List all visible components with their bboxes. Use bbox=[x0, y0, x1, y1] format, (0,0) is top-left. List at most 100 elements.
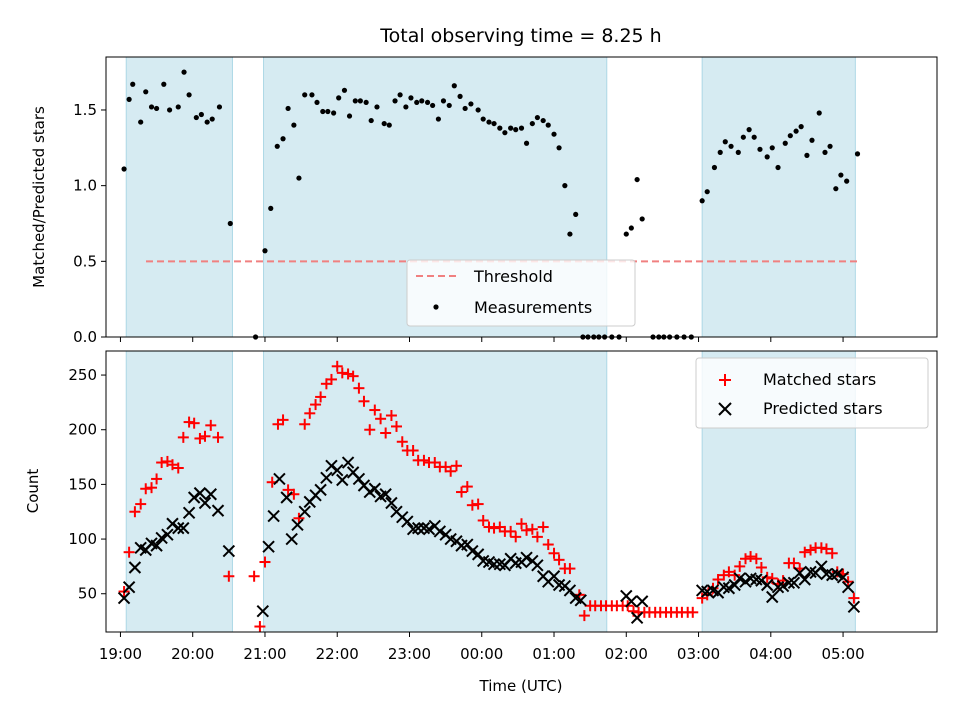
matched-point-125 bbox=[831, 566, 843, 578]
measurement-point-16 bbox=[216, 104, 223, 110]
predicted-point-108 bbox=[836, 571, 850, 584]
measurement-point-5 bbox=[148, 104, 155, 110]
measurement-point-68 bbox=[534, 114, 540, 121]
predicted-point-69 bbox=[531, 559, 544, 572]
measurement-point-44 bbox=[403, 104, 409, 110]
legend-matched-swatch bbox=[719, 374, 731, 386]
matched-point-69 bbox=[521, 524, 533, 536]
predicted-point-0 bbox=[117, 591, 131, 605]
measurement-point-6 bbox=[153, 105, 160, 112]
predicted-point-6 bbox=[150, 539, 163, 552]
matched-point-128 bbox=[848, 592, 860, 604]
matched-point-31 bbox=[315, 391, 327, 403]
bottom-panel-ylabel: Count bbox=[24, 469, 42, 514]
bottom-panel-marks bbox=[117, 360, 861, 633]
measurement-point-45 bbox=[408, 95, 414, 101]
matched-point-120 bbox=[805, 544, 817, 556]
predicted-point-51 bbox=[433, 525, 447, 538]
predicted-point-25 bbox=[291, 518, 304, 532]
measurement-point-43 bbox=[397, 92, 403, 98]
matched-point-72 bbox=[537, 521, 549, 533]
measurement-point-99 bbox=[728, 143, 734, 149]
predicted-point-75 bbox=[563, 584, 577, 597]
measurement-point-33 bbox=[341, 87, 348, 93]
measurement-point-26 bbox=[302, 92, 308, 98]
bottom-xtick-label-4: 23:00 bbox=[388, 645, 431, 663]
predicted-point-24 bbox=[285, 532, 298, 546]
predicted-point-41 bbox=[379, 488, 392, 501]
measurement-point-34 bbox=[346, 113, 353, 119]
matched-point-9 bbox=[166, 459, 178, 471]
measurement-point-24 bbox=[291, 122, 297, 128]
measurement-point-69 bbox=[540, 117, 546, 124]
bottom-xtick-label-5: 00:00 bbox=[460, 645, 503, 663]
predicted-point-49 bbox=[422, 523, 436, 536]
legend-predicted-label: Predicted stars bbox=[763, 399, 883, 418]
matched-point-2 bbox=[129, 506, 141, 518]
measurement-point-85 bbox=[634, 176, 640, 183]
bottom-legend-box bbox=[695, 357, 929, 429]
matched-point-38 bbox=[353, 382, 365, 394]
measurement-point-113 bbox=[809, 137, 815, 143]
matched-point-34 bbox=[331, 360, 343, 372]
predicted-point-97 bbox=[776, 579, 790, 593]
matched-point-45 bbox=[390, 420, 402, 432]
matched-point-66 bbox=[505, 525, 517, 537]
predicted-point-67 bbox=[520, 551, 533, 564]
matched-point-15 bbox=[199, 430, 211, 442]
predicted-point-1 bbox=[122, 580, 136, 594]
matched-point-63 bbox=[488, 522, 500, 534]
measurement-point-72 bbox=[556, 145, 562, 151]
measurement-point-50 bbox=[435, 116, 441, 122]
bottom-xtick-label-8: 03:00 bbox=[677, 645, 720, 663]
measurement-point-63 bbox=[508, 125, 514, 131]
measurement-point-108 bbox=[782, 140, 788, 146]
matched-point-108 bbox=[740, 553, 752, 565]
measurement-point-12 bbox=[193, 114, 199, 121]
matched-point-1 bbox=[123, 546, 135, 558]
predicted-point-104 bbox=[815, 560, 828, 573]
matched-point-77 bbox=[564, 563, 576, 575]
legend-measurements-swatch bbox=[433, 304, 439, 310]
measurement-point-48 bbox=[424, 99, 431, 106]
measurement-point-59 bbox=[486, 119, 492, 125]
predicted-point-77 bbox=[574, 594, 587, 607]
predicted-point-29 bbox=[314, 483, 327, 497]
legend-threshold-label: Threshold bbox=[473, 267, 553, 286]
predicted-point-89 bbox=[733, 572, 746, 585]
matched-point-39 bbox=[358, 395, 370, 407]
bottom-xtick-label-2: 21:00 bbox=[243, 645, 286, 663]
predicted-point-26 bbox=[298, 505, 311, 518]
measurement-point-2 bbox=[130, 81, 136, 87]
matched-point-17 bbox=[212, 431, 224, 443]
predicted-point-23 bbox=[280, 491, 293, 504]
predicted-point-32 bbox=[331, 463, 344, 477]
predicted-point-88 bbox=[728, 578, 741, 592]
measurement-point-101 bbox=[740, 134, 746, 140]
predicted-point-79 bbox=[625, 595, 638, 608]
measurement-point-31 bbox=[331, 110, 337, 116]
matched-point-55 bbox=[445, 465, 457, 477]
predicted-point-47 bbox=[411, 521, 425, 535]
matched-point-10 bbox=[172, 462, 184, 474]
measurement-point-0 bbox=[121, 166, 127, 172]
measurement-point-23 bbox=[285, 105, 291, 112]
measurement-point-96 bbox=[711, 164, 718, 171]
measurement-point-15 bbox=[209, 116, 215, 122]
measurement-point-104 bbox=[757, 146, 763, 152]
predicted-point-81 bbox=[635, 595, 649, 608]
measurement-point-17 bbox=[227, 220, 233, 227]
measurement-point-13 bbox=[198, 111, 204, 118]
predicted-point-80 bbox=[630, 611, 644, 624]
matched-point-109 bbox=[745, 551, 757, 563]
matched-point-46 bbox=[396, 436, 408, 448]
matched-point-30 bbox=[310, 399, 322, 411]
measurement-point-38 bbox=[368, 117, 374, 124]
top-shade-band-0 bbox=[125, 56, 233, 338]
top-panel-ylabel: Matched/Predicted stars bbox=[30, 106, 48, 288]
top-ytick-label-3: 1.5 bbox=[73, 101, 97, 119]
matched-point-19 bbox=[248, 570, 260, 582]
measurement-point-84 bbox=[628, 225, 634, 231]
predicted-point-100 bbox=[793, 566, 806, 580]
measurement-point-20 bbox=[268, 205, 274, 211]
